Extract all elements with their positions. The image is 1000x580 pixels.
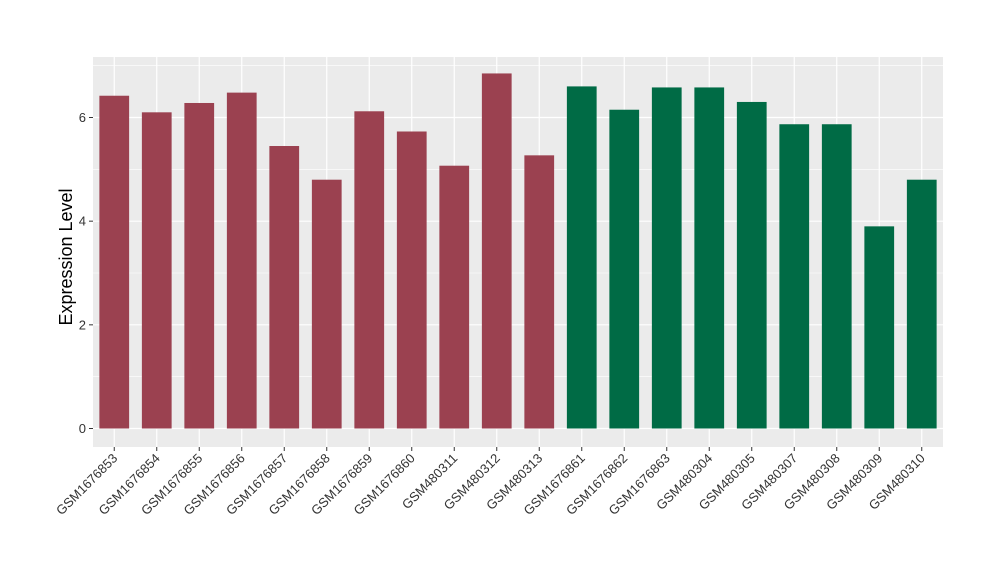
bar <box>226 92 257 429</box>
bar <box>99 95 130 429</box>
bar <box>481 73 512 429</box>
bar <box>779 124 810 429</box>
bar <box>396 131 427 429</box>
y-tick-label: 4 <box>79 214 86 229</box>
y-axis: 0 2 4 6 <box>79 110 93 436</box>
bar <box>566 86 597 429</box>
bar <box>651 87 682 429</box>
panel-background <box>93 57 943 447</box>
bar <box>311 179 342 429</box>
y-tick-label: 0 <box>79 421 86 436</box>
bar <box>864 226 895 429</box>
x-axis: GSM1676853GSM1676854GSM1676855GSM1676856… <box>53 447 928 518</box>
bar <box>906 179 937 429</box>
bar <box>821 124 852 429</box>
bar <box>609 109 640 429</box>
bar <box>269 146 300 429</box>
y-tick-label: 6 <box>79 110 86 125</box>
y-axis-title: Expression Level <box>56 188 76 325</box>
bars <box>99 73 937 429</box>
bar <box>736 101 767 429</box>
y-tick-label: 2 <box>79 317 86 332</box>
bar <box>524 155 555 429</box>
bar <box>354 111 385 429</box>
bar <box>141 112 172 429</box>
bar <box>694 87 725 429</box>
bar <box>184 102 215 429</box>
bar <box>439 165 470 429</box>
